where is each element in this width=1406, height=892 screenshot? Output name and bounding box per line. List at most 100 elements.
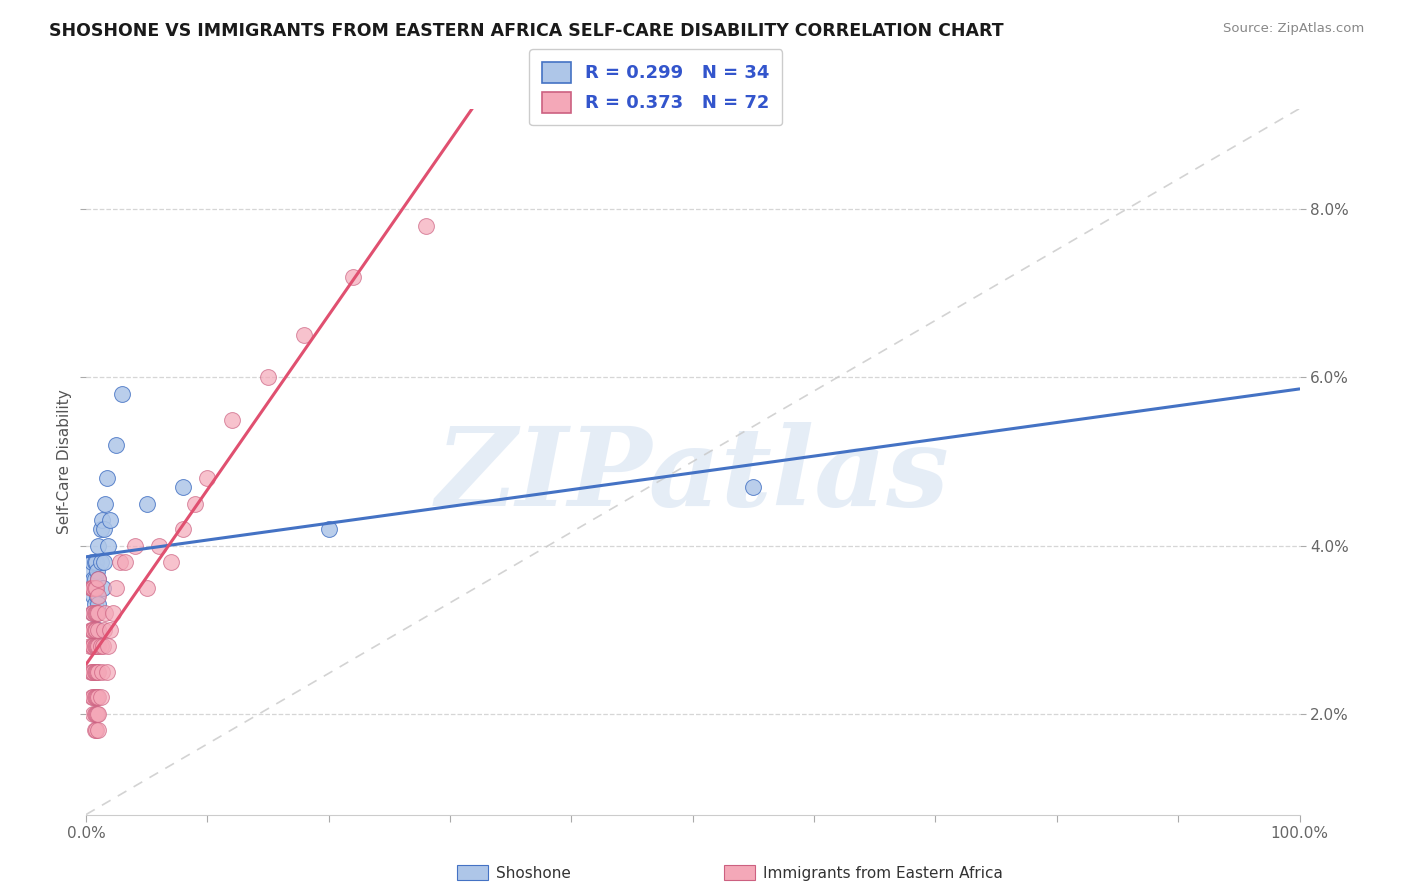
Point bbox=[83, 572, 105, 586]
Point bbox=[86, 690, 108, 704]
Point bbox=[82, 606, 104, 620]
Point bbox=[87, 572, 110, 586]
Point bbox=[90, 522, 112, 536]
Text: Immigrants from Eastern Africa: Immigrants from Eastern Africa bbox=[763, 866, 1004, 880]
Point bbox=[84, 623, 107, 637]
Point bbox=[82, 623, 104, 637]
Point bbox=[318, 522, 340, 536]
Point bbox=[342, 269, 364, 284]
Point bbox=[87, 572, 110, 586]
Point bbox=[160, 555, 183, 569]
Point bbox=[87, 723, 110, 738]
Point bbox=[82, 606, 104, 620]
Point bbox=[87, 606, 110, 620]
Point bbox=[90, 513, 112, 527]
Point bbox=[86, 665, 108, 679]
Point bbox=[84, 640, 107, 654]
Point bbox=[124, 539, 146, 553]
Point bbox=[82, 706, 104, 721]
Point bbox=[84, 706, 107, 721]
Point bbox=[105, 581, 128, 595]
Point bbox=[82, 564, 104, 578]
Text: Source: ZipAtlas.com: Source: ZipAtlas.com bbox=[1223, 22, 1364, 36]
Point bbox=[84, 606, 107, 620]
Point bbox=[80, 623, 103, 637]
Point bbox=[82, 665, 104, 679]
Point bbox=[86, 564, 108, 578]
Point bbox=[82, 606, 104, 620]
Point bbox=[93, 555, 115, 569]
Point bbox=[742, 480, 765, 494]
Point bbox=[114, 555, 136, 569]
Point bbox=[101, 606, 124, 620]
Point bbox=[90, 690, 112, 704]
Point bbox=[90, 555, 112, 569]
Point bbox=[172, 480, 194, 494]
Point bbox=[96, 471, 118, 485]
Point bbox=[83, 606, 105, 620]
Point bbox=[257, 370, 280, 384]
Point bbox=[82, 640, 104, 654]
Point bbox=[87, 598, 110, 612]
Text: SHOSHONE VS IMMIGRANTS FROM EASTERN AFRICA SELF-CARE DISABILITY CORRELATION CHAR: SHOSHONE VS IMMIGRANTS FROM EASTERN AFRI… bbox=[49, 22, 1004, 40]
Point bbox=[86, 606, 108, 620]
Point bbox=[84, 555, 107, 569]
Point bbox=[415, 219, 437, 234]
Point bbox=[83, 706, 105, 721]
Point bbox=[83, 555, 105, 569]
Point bbox=[84, 665, 107, 679]
Point bbox=[111, 387, 134, 401]
Point bbox=[86, 640, 108, 654]
Point bbox=[84, 581, 107, 595]
Point bbox=[83, 665, 105, 679]
Point bbox=[79, 640, 101, 654]
Point bbox=[82, 623, 104, 637]
Point bbox=[87, 706, 110, 721]
Point bbox=[87, 539, 110, 553]
Point bbox=[91, 640, 114, 654]
Point bbox=[83, 723, 105, 738]
Point bbox=[82, 581, 104, 595]
Point bbox=[80, 665, 103, 679]
Point bbox=[94, 606, 117, 620]
Point bbox=[80, 581, 103, 595]
Point bbox=[98, 623, 121, 637]
Point bbox=[83, 690, 105, 704]
Point bbox=[84, 606, 107, 620]
Point bbox=[83, 623, 105, 637]
Point bbox=[86, 706, 108, 721]
Point bbox=[97, 539, 120, 553]
Point bbox=[98, 513, 121, 527]
Y-axis label: Self-Care Disability: Self-Care Disability bbox=[58, 389, 72, 534]
Point bbox=[172, 522, 194, 536]
Point bbox=[82, 690, 104, 704]
Point bbox=[197, 471, 219, 485]
Point bbox=[82, 581, 104, 595]
Point bbox=[108, 555, 131, 569]
Point bbox=[93, 623, 115, 637]
Point bbox=[221, 412, 243, 426]
Text: ZIPatlas: ZIPatlas bbox=[436, 422, 949, 530]
Point bbox=[96, 665, 118, 679]
Point bbox=[84, 581, 107, 595]
Point bbox=[135, 581, 157, 595]
Point bbox=[82, 665, 104, 679]
Point bbox=[87, 640, 110, 654]
Point bbox=[83, 581, 105, 595]
Point bbox=[91, 581, 114, 595]
Point bbox=[82, 581, 104, 595]
Point bbox=[82, 555, 104, 569]
Point bbox=[105, 438, 128, 452]
Point bbox=[84, 690, 107, 704]
Point bbox=[90, 640, 112, 654]
Point bbox=[82, 640, 104, 654]
Point bbox=[294, 328, 316, 343]
Legend: R = 0.299   N = 34, R = 0.373   N = 72: R = 0.299 N = 34, R = 0.373 N = 72 bbox=[529, 49, 782, 125]
Point bbox=[87, 589, 110, 603]
Point bbox=[94, 497, 117, 511]
Point bbox=[83, 640, 105, 654]
Point bbox=[184, 497, 207, 511]
Text: Shoshone: Shoshone bbox=[496, 866, 571, 880]
Point bbox=[87, 690, 110, 704]
Point bbox=[93, 522, 115, 536]
